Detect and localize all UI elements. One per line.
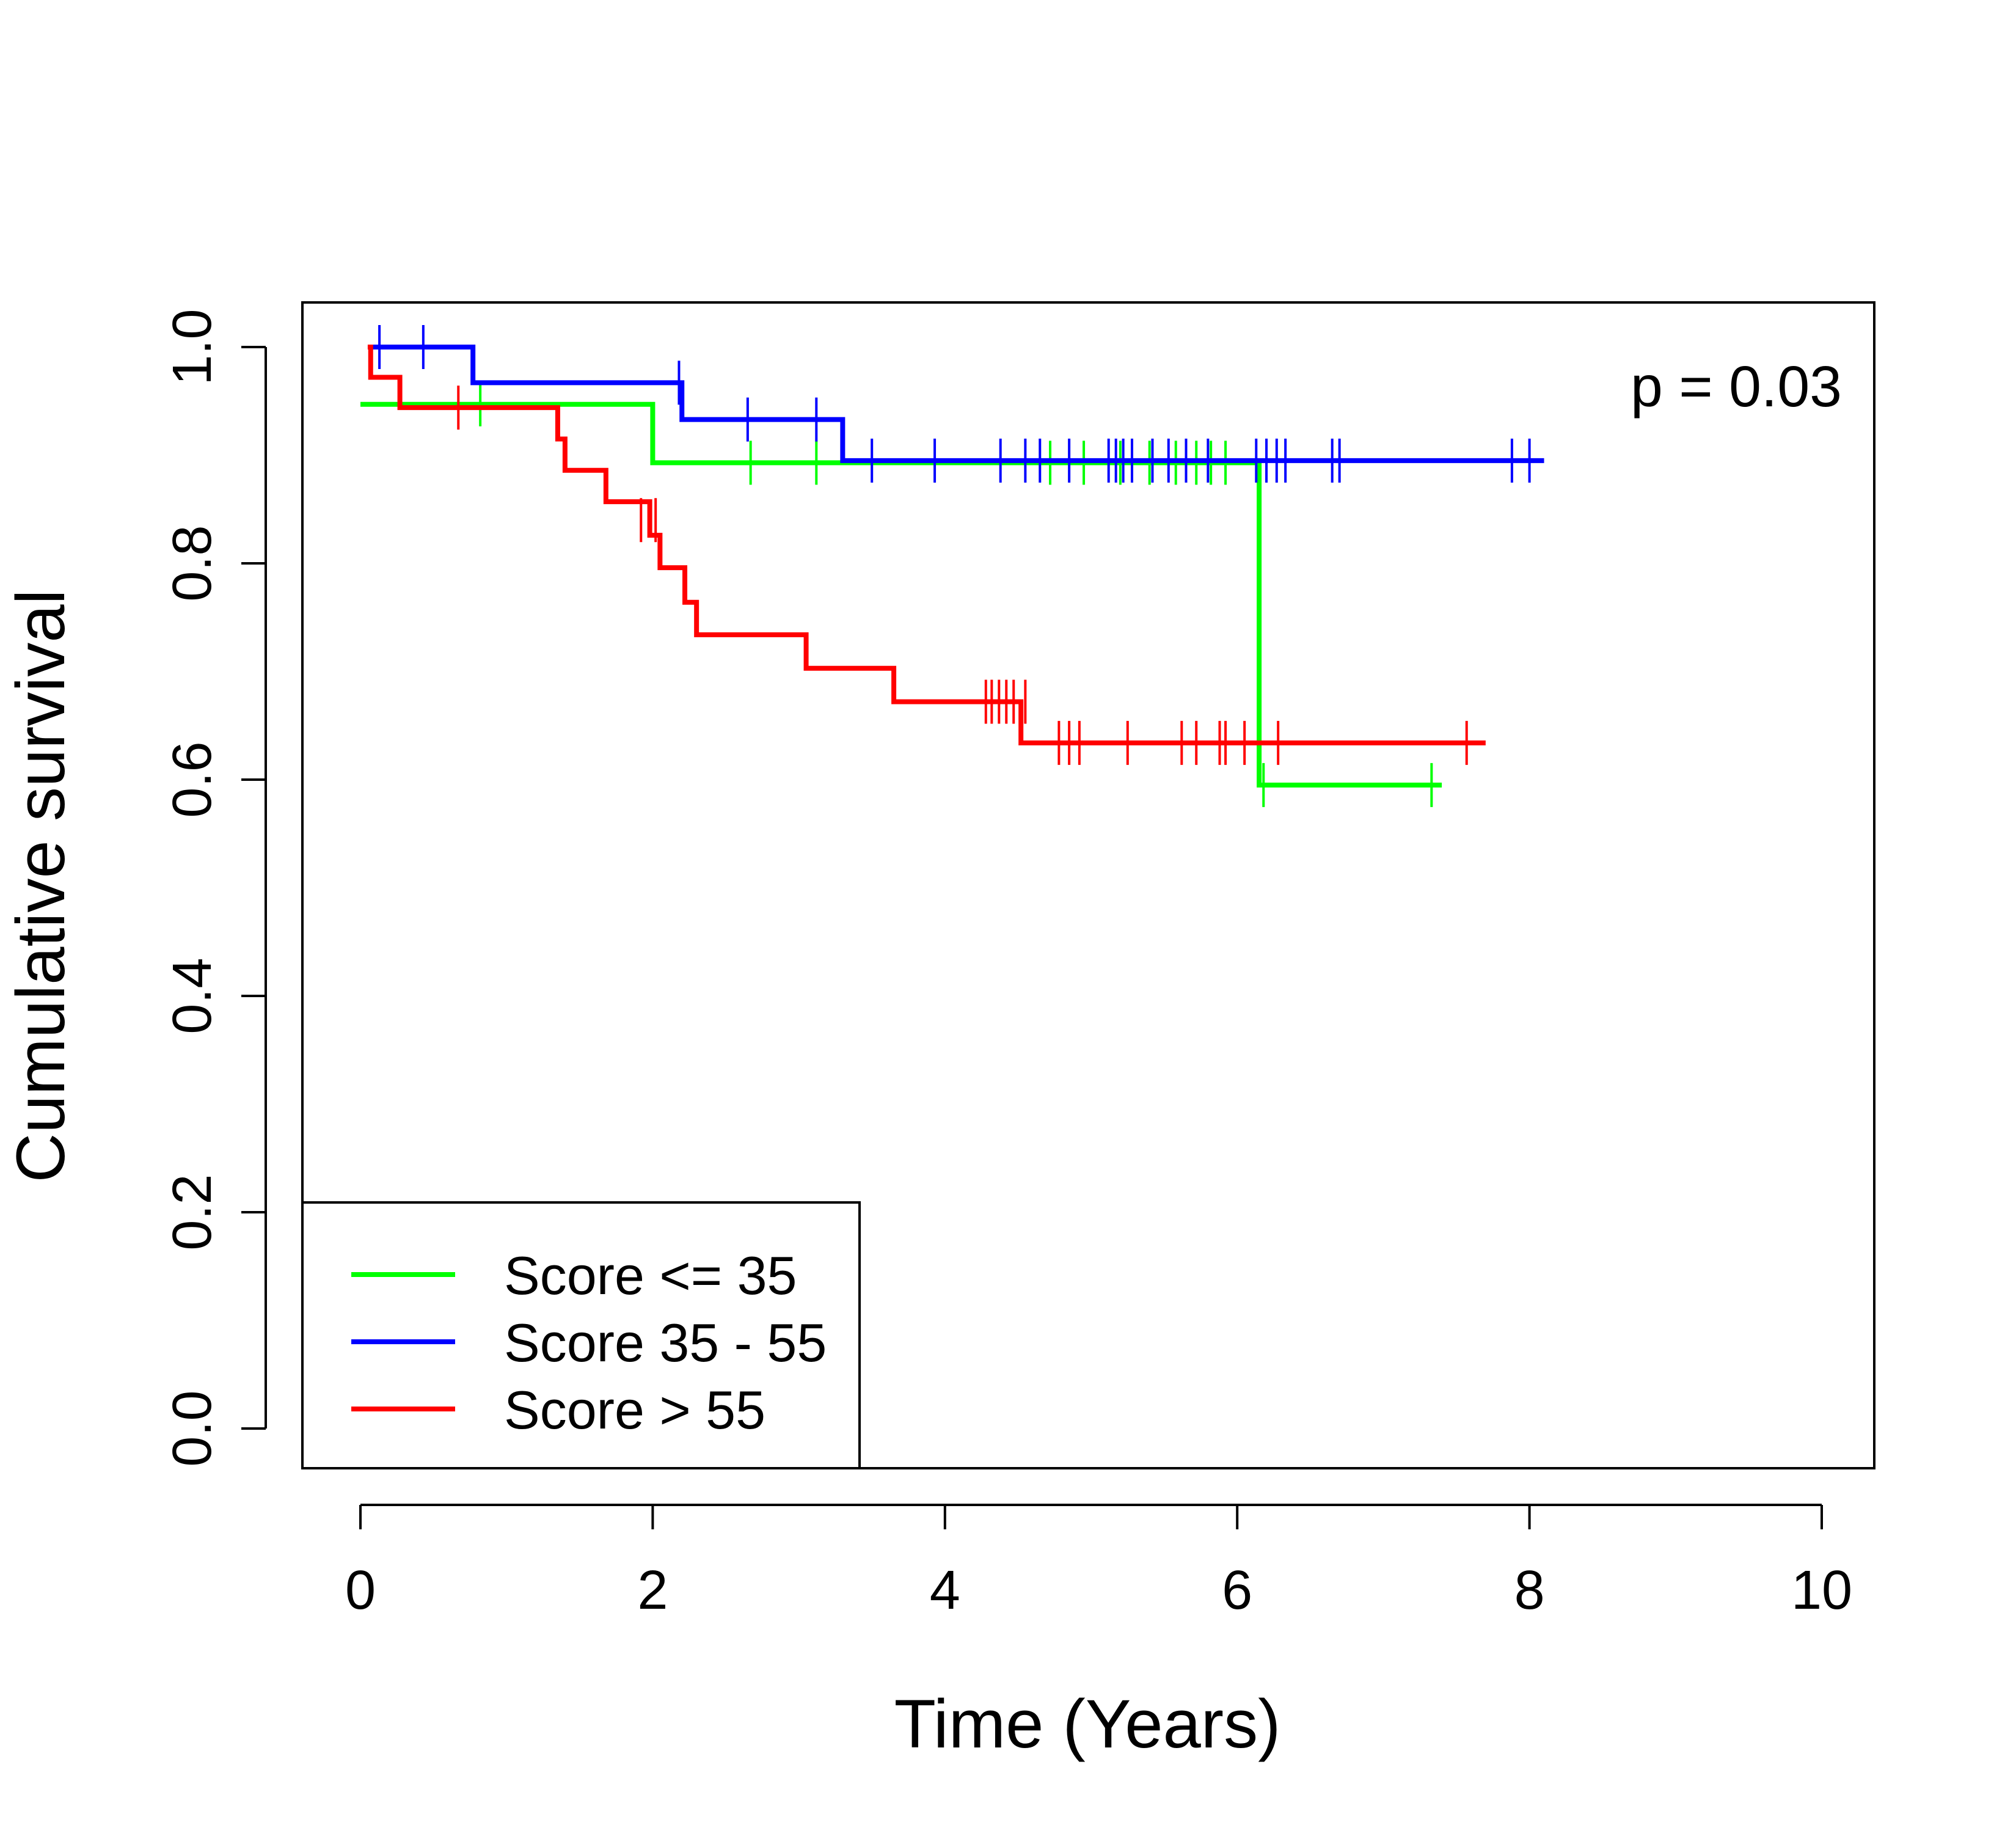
x-tick-label: 8 [1514,1560,1545,1621]
p-value-annotation: p = 0.03 [1631,354,1842,419]
y-tick-label: 0.6 [162,741,223,818]
x-tick-label: 10 [1791,1560,1852,1621]
series-layer [360,325,1544,807]
axis-layer: 0 2 4 6 8 10 0.0 0.2 0.4 0.6 0.8 1.0 [162,309,1852,1621]
y-tick-label: 0.4 [162,957,223,1034]
x-tick-label: 0 [345,1560,376,1621]
y-tick-label: 1.0 [162,309,223,385]
legend-box [301,1201,861,1469]
plot-frame [301,301,1875,1469]
legend-label: Score <= 35 [504,1245,797,1306]
series-line [367,345,1544,463]
x-axis-label: Time (Years) [894,1686,1281,1762]
series-3 [367,345,1486,765]
legend-entry: Score 35 - 55 [351,1312,827,1373]
legend-label: Score 35 - 55 [504,1312,827,1373]
x-tick-label: 4 [930,1560,960,1621]
legend-entry: Score <= 35 [351,1245,797,1306]
y-tick-label: 0.0 [162,1390,223,1466]
x-tick-label: 6 [1222,1560,1252,1621]
y-tick-label: 0.2 [162,1174,223,1250]
y-tick-label: 0.8 [162,525,223,601]
series-2 [367,325,1544,483]
legend-entry: Score > 55 [351,1380,765,1440]
legend-label: Score > 55 [504,1380,765,1440]
y-axis-label: Cumulative survival [2,590,79,1183]
x-tick-label: 2 [637,1560,668,1621]
